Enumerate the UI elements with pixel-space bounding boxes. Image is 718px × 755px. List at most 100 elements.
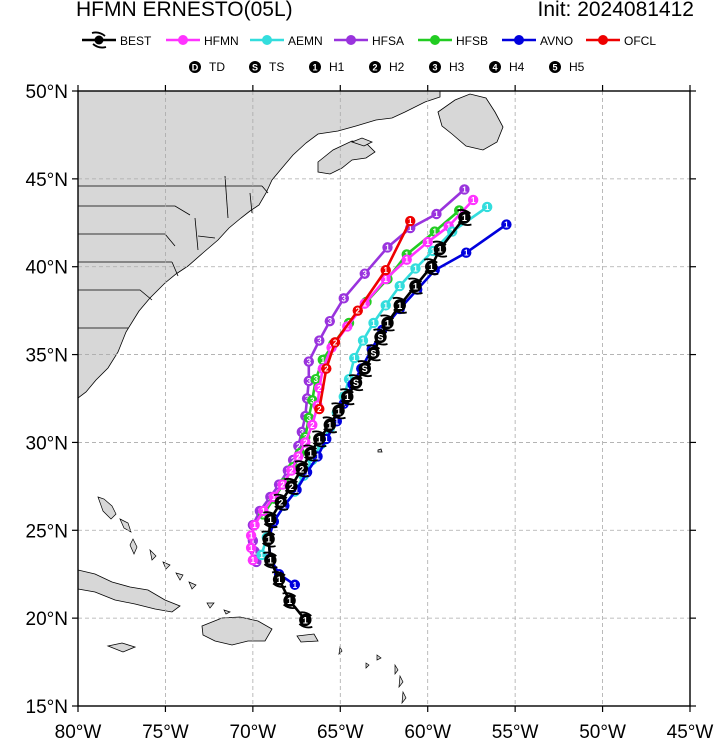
svg-text:1: 1 (429, 262, 434, 272)
svg-text:1: 1 (252, 547, 257, 556)
svg-text:1: 1 (398, 282, 403, 291)
svg-text:1: 1 (397, 301, 402, 311)
track-point: 1 (501, 219, 512, 230)
track-point: 1 (394, 280, 405, 292)
legend-intensity-label: H2 (389, 60, 405, 74)
intensity-symbol-icon (189, 61, 201, 73)
y-tick-label: 40°N (26, 258, 68, 279)
puerto-rico-land (296, 633, 319, 643)
legend-label: AEMN (288, 34, 323, 48)
svg-text:1: 1 (335, 417, 340, 426)
legend-intensity-h1: 1 H1 (309, 60, 345, 74)
track-point: 1 (408, 277, 423, 295)
legend-intensity-h3: 3 H3 (429, 60, 465, 74)
axis-ticks: 80°W 75°W 70°W 65°W 60°W 55°W 50°W 45°W 15°N 20°N… (26, 82, 714, 743)
svg-text:1: 1 (251, 537, 256, 546)
svg-text:1: 1 (471, 196, 476, 205)
legend-intensity-h4: 4 H4 (489, 60, 525, 74)
svg-text:1: 1 (408, 217, 413, 226)
svg-text:1: 1 (413, 264, 418, 273)
legend-label: HFMN (204, 34, 239, 48)
track-point: 1 (357, 335, 369, 346)
track-point: 2 (314, 403, 325, 415)
svg-text:1: 1 (315, 452, 320, 461)
svg-text:1: 1 (303, 615, 308, 625)
intensity-symbol-icon (429, 61, 441, 73)
legend-marker-icon (178, 35, 188, 45)
legend-marker-icon (514, 35, 524, 45)
hispaniola-land (201, 616, 273, 646)
map-frame (77, 90, 691, 707)
track-point: 2 (352, 305, 363, 316)
track-point: 2 (293, 451, 304, 462)
track-point: 1 (245, 542, 257, 554)
track-point: 1 (431, 208, 442, 220)
intensity-symbol-icon (249, 61, 261, 73)
svg-text:1: 1 (266, 535, 271, 545)
track-point: 1 (405, 215, 416, 227)
track-point: 1 (422, 236, 433, 248)
track-point: 1 (459, 184, 470, 195)
svg-text:2: 2 (296, 442, 301, 451)
track-point: 3 (314, 335, 325, 346)
svg-text:1: 1 (425, 238, 430, 247)
track-point: 1 (382, 242, 393, 253)
svg-text:1: 1 (259, 551, 264, 560)
newfoundland-land (437, 93, 504, 151)
svg-text:2: 2 (303, 438, 308, 447)
legend-item-best: BEST (82, 31, 152, 49)
track-point: 1 (245, 530, 257, 541)
track-point: S (357, 360, 373, 378)
svg-text:3: 3 (310, 396, 315, 405)
legend-item-hfmn: HFMN (166, 34, 239, 48)
track-point: 2 (273, 493, 289, 511)
svg-text:3: 3 (307, 358, 312, 367)
legend-marker-icon (430, 35, 440, 45)
track-point: 3 (303, 356, 315, 367)
svg-text:1: 1 (361, 337, 366, 346)
track-point: 1 (261, 530, 276, 548)
track-point: 1 (263, 551, 278, 569)
x-tick-label: 55°W (492, 722, 539, 743)
svg-text:1: 1 (384, 301, 389, 310)
track-point: 1 (457, 209, 472, 226)
legend-intensity-td: D TD (189, 60, 225, 74)
legend-item-hfsa: HFSA (334, 34, 404, 48)
svg-text:1: 1 (308, 448, 313, 458)
y-tick-label: 30°N (26, 433, 68, 454)
track-point: 3 (310, 373, 322, 385)
svg-text:1: 1 (464, 249, 469, 258)
svg-text:1: 1 (305, 468, 310, 477)
svg-text:1: 1 (384, 275, 389, 284)
svg-text:1: 1 (277, 575, 282, 585)
legend-intensity-h2: 2 H2 (369, 60, 405, 74)
legend-item-avno: AVNO (502, 34, 573, 48)
svg-text:2: 2 (317, 384, 322, 393)
track-point: 1 (258, 505, 269, 517)
svg-text:2: 2 (289, 467, 294, 476)
track-point: 1 (481, 201, 493, 213)
jamaica-land (106, 642, 137, 653)
svg-text:3: 3 (432, 63, 437, 73)
track-point: 1 (271, 571, 287, 588)
svg-text:2: 2 (324, 365, 329, 374)
legend-label: HFSA (372, 34, 404, 48)
svg-text:2: 2 (278, 498, 283, 508)
track-point: 1 (423, 258, 439, 276)
track-point: 1 (263, 511, 278, 529)
svg-text:1: 1 (268, 556, 273, 566)
svg-text:3: 3 (300, 428, 305, 437)
svg-text:3: 3 (314, 375, 319, 384)
track-point: 1 (331, 402, 346, 420)
svg-text:1: 1 (352, 354, 357, 363)
track-point: 1 (322, 416, 338, 434)
track-point: 1 (289, 579, 301, 590)
track-point: 1 (380, 273, 391, 285)
svg-text:1: 1 (371, 319, 376, 328)
svg-text:3: 3 (328, 317, 333, 326)
svg-text:3: 3 (342, 294, 347, 303)
legend-marker-icon (346, 35, 356, 45)
legend-intensity-label: TS (269, 60, 284, 74)
